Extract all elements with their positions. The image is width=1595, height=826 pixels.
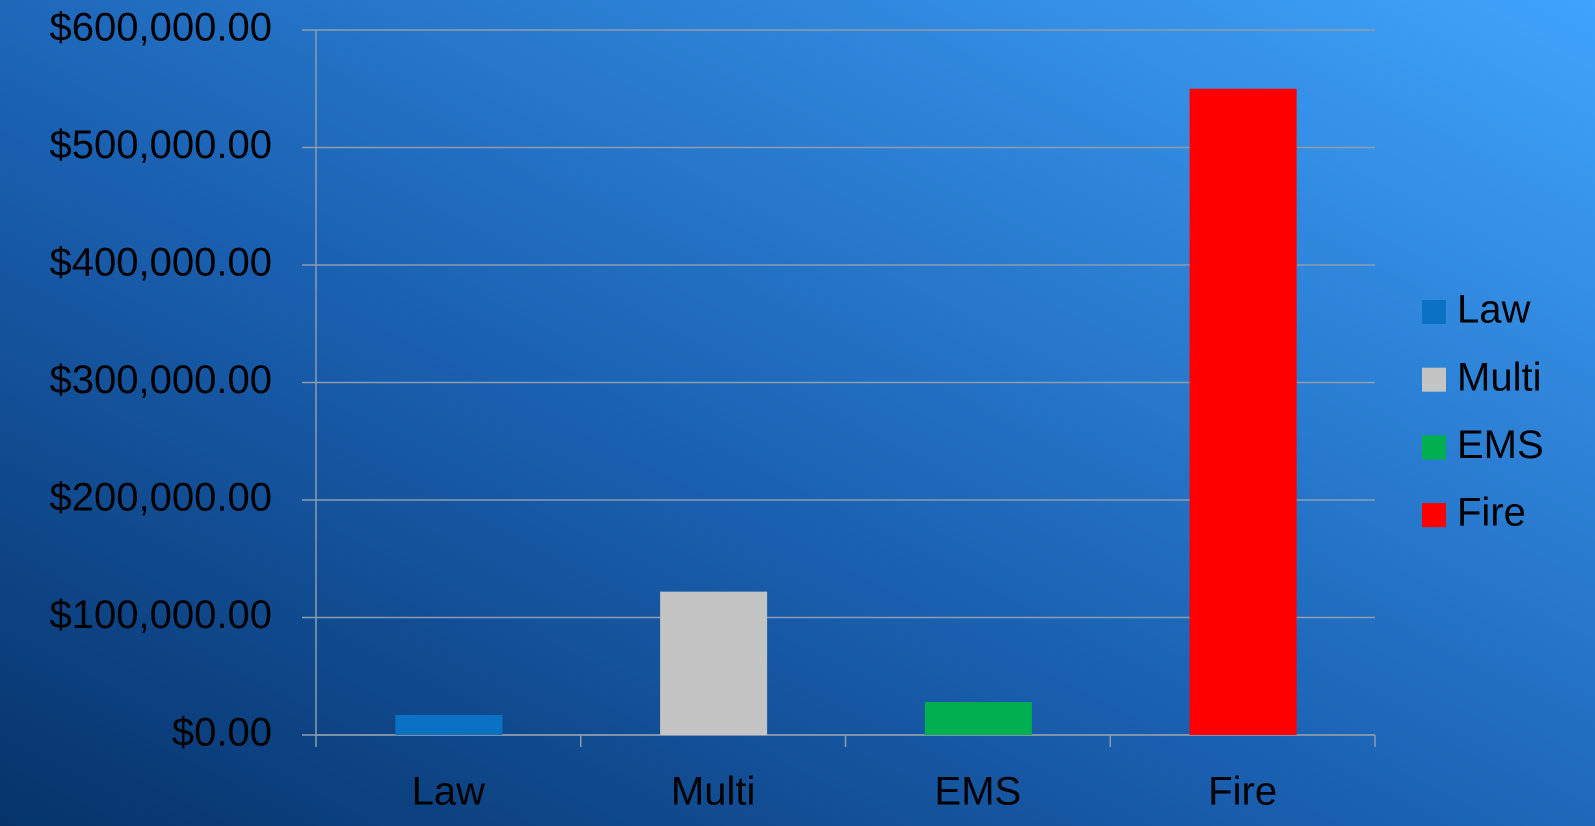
legend-swatch	[1422, 435, 1446, 460]
y-tick-label: $100,000.00	[50, 593, 272, 637]
y-tick-label: $400,000.00	[50, 241, 272, 285]
bar	[660, 591, 768, 735]
x-tick-label: EMS	[935, 770, 1022, 814]
x-tick-label: Multi	[671, 770, 755, 814]
legend-swatch	[1422, 300, 1446, 324]
y-tick-label: $600,000.00	[50, 6, 272, 50]
legend-swatch	[1422, 503, 1446, 528]
bar	[924, 702, 1032, 735]
legend-label: Multi	[1457, 355, 1541, 399]
x-tick-label: Law	[412, 770, 485, 814]
y-tick-label: $0.00	[172, 711, 272, 755]
legend-swatch	[1422, 367, 1446, 392]
x-tick-label: Fire	[1208, 770, 1277, 814]
y-tick-label: $200,000.00	[50, 476, 272, 520]
legend-label: Law	[1457, 288, 1530, 332]
legend-label: Fire	[1457, 491, 1526, 535]
y-tick-label: $300,000.00	[50, 358, 272, 402]
legend-label: EMS	[1457, 423, 1544, 467]
bar	[1189, 88, 1297, 735]
y-tick-label: $500,000.00	[50, 123, 272, 167]
bar	[395, 715, 503, 735]
